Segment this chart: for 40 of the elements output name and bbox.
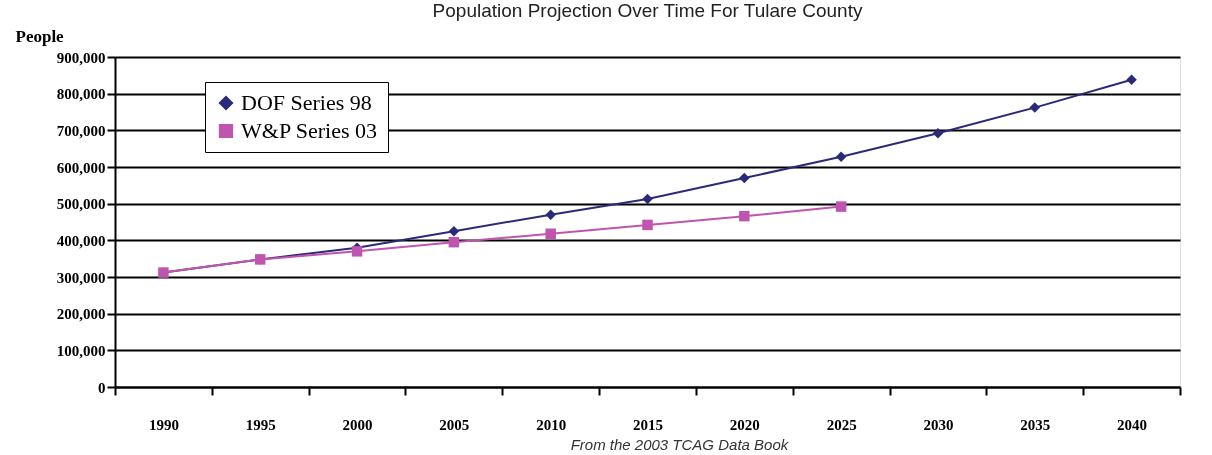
- point: [932, 128, 944, 139]
- y-tick-label: 200,000: [56, 306, 106, 323]
- x-tick-label: 2000: [342, 416, 373, 433]
- y-tick-label: 500,000: [56, 196, 106, 213]
- x-tick-label: 2035: [1020, 416, 1051, 433]
- y-tick-label: 100,000: [56, 342, 106, 359]
- point: [642, 193, 653, 205]
- point: [448, 225, 460, 237]
- point: [835, 201, 847, 212]
- point: [739, 210, 750, 222]
- chart-title: Population Projection Over Time For Tulare County: [432, 0, 863, 21]
- point: [739, 172, 750, 184]
- x-tick-label: 2015: [633, 416, 663, 433]
- y-tick-label: 600,000: [56, 159, 106, 176]
- y-tick-label: 0: [98, 379, 106, 396]
- legend-label: DOF Series 98: [241, 90, 372, 115]
- x-tick-label: 2040: [1117, 416, 1148, 433]
- y-tick-label: 800,000: [56, 86, 106, 103]
- point: [351, 246, 363, 257]
- x-tick-label: 2005: [439, 416, 470, 433]
- y-tick-label: 700,000: [56, 122, 106, 139]
- point: [1126, 74, 1137, 85]
- x-tick-label: 2025: [826, 416, 857, 433]
- y-tick-label: 900,000: [56, 49, 106, 66]
- point: [1029, 102, 1041, 113]
- x-tick-label: 2010: [536, 416, 567, 433]
- x-tick-label: 1990: [148, 416, 179, 433]
- point: [642, 219, 653, 231]
- x-tick-label: 1995: [245, 416, 276, 433]
- point: [545, 209, 556, 220]
- y-tick-label: 300,000: [56, 269, 106, 286]
- x-tick-label: 2020: [729, 416, 760, 433]
- y-tick-label: 400,000: [56, 232, 106, 249]
- point: [448, 236, 460, 248]
- y-axis-title: People: [15, 26, 65, 46]
- point: [545, 228, 556, 239]
- point: [835, 151, 847, 162]
- x-tick-label: 2030: [923, 416, 954, 433]
- text: From the 2003 TCAG Data Book: [570, 436, 790, 453]
- legend-label: W&P Series 03: [241, 118, 378, 143]
